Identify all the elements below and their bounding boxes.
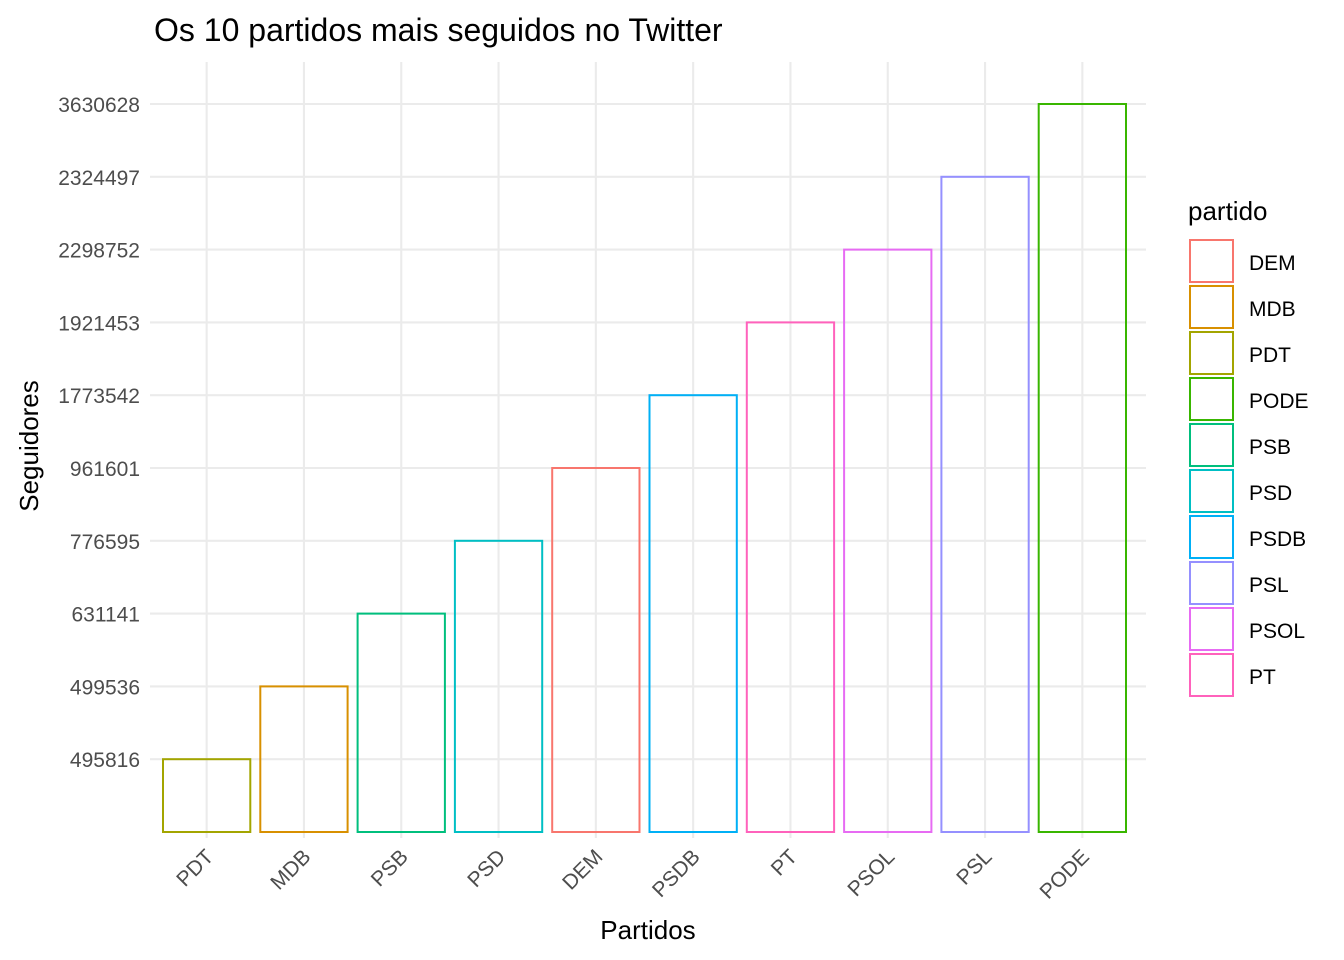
- bar-pt: [745, 321, 836, 833]
- x-tick-label: PSOL: [843, 845, 899, 901]
- legend-key-mdb: [1189, 285, 1234, 329]
- bar-pode: [1037, 103, 1127, 833]
- legend-label: PODE: [1249, 390, 1309, 413]
- y-tick-label: 961601: [70, 458, 140, 481]
- bar-psd: [453, 539, 544, 833]
- legend-key-psdb: [1189, 515, 1234, 559]
- legend-label: PSL: [1249, 574, 1289, 597]
- y-tick-label: 776595: [70, 531, 140, 554]
- bar-psl: [940, 175, 1030, 834]
- y-tick-label: 631141: [71, 604, 140, 627]
- y-tick-label: 2298752: [58, 240, 140, 263]
- x-tick-label: MDB: [266, 845, 315, 894]
- legend-label: MDB: [1249, 298, 1296, 321]
- legend-label: PSD: [1249, 482, 1292, 505]
- x-axis-title: Partidos: [600, 915, 695, 945]
- legend-label: PDT: [1249, 344, 1291, 367]
- legend-key-pode: [1189, 377, 1234, 421]
- x-tick-label: PSDB: [648, 845, 705, 902]
- x-tick-label: PT: [767, 845, 802, 880]
- x-tick-label: DEM: [558, 845, 607, 894]
- bar-dem: [551, 467, 641, 833]
- legend-title: partido: [1188, 196, 1268, 226]
- y-tick-label: 1773542: [58, 385, 140, 408]
- bar-psdb: [648, 394, 738, 833]
- legend-key-pdt: [1189, 331, 1234, 375]
- legend-items: DEM MDB PDT PODE PSB PSD PSDB PSL PSOL PT: [1189, 239, 1309, 697]
- legend-label: PSDB: [1249, 528, 1306, 551]
- bar-pdt: [162, 758, 252, 834]
- x-axis-ticks: PDT MDB PSB PSD DEM PSDB PT PSOL PSL PODE: [172, 845, 1094, 903]
- bar-psb: [356, 612, 446, 833]
- legend-key-psd: [1189, 469, 1234, 513]
- y-tick-label: 2324497: [58, 167, 140, 190]
- bars: [162, 103, 1127, 834]
- y-tick-label: 1921453: [58, 312, 140, 335]
- grid: [150, 62, 1146, 838]
- x-tick-label: PSB: [367, 845, 413, 891]
- legend-label: PSB: [1249, 436, 1291, 459]
- bar-mdb: [259, 685, 349, 834]
- y-axis-ticks: 495816 499536 631141 776595 961601 1773542 192…: [58, 94, 140, 772]
- legend-label: PSOL: [1249, 620, 1305, 643]
- x-tick-label: PSD: [463, 845, 510, 892]
- legend-key-dem: [1189, 239, 1234, 283]
- legend-key-psl: [1189, 561, 1234, 605]
- x-tick-label: PODE: [1036, 845, 1094, 903]
- legend-label: PT: [1249, 666, 1276, 689]
- y-axis-title: Seguidores: [14, 380, 44, 512]
- bar-psol: [843, 248, 933, 834]
- y-tick-label: 499536: [70, 676, 140, 699]
- x-tick-label: PSL: [952, 845, 996, 889]
- y-tick-label: 495816: [70, 749, 140, 772]
- legend-key-pt: [1189, 653, 1234, 697]
- x-tick-label: PDT: [172, 845, 218, 891]
- legend-label: DEM: [1249, 252, 1296, 275]
- y-tick-label: 3630628: [58, 94, 140, 117]
- legend: partido DEM MDB PDT PODE PSB PSD PSDB PSL PSOL PT: [1188, 196, 1309, 697]
- legend-key-psb: [1189, 423, 1234, 467]
- chart-title: Os 10 partidos mais seguidos no Twitter: [154, 12, 723, 48]
- legend-key-psol: [1189, 607, 1234, 651]
